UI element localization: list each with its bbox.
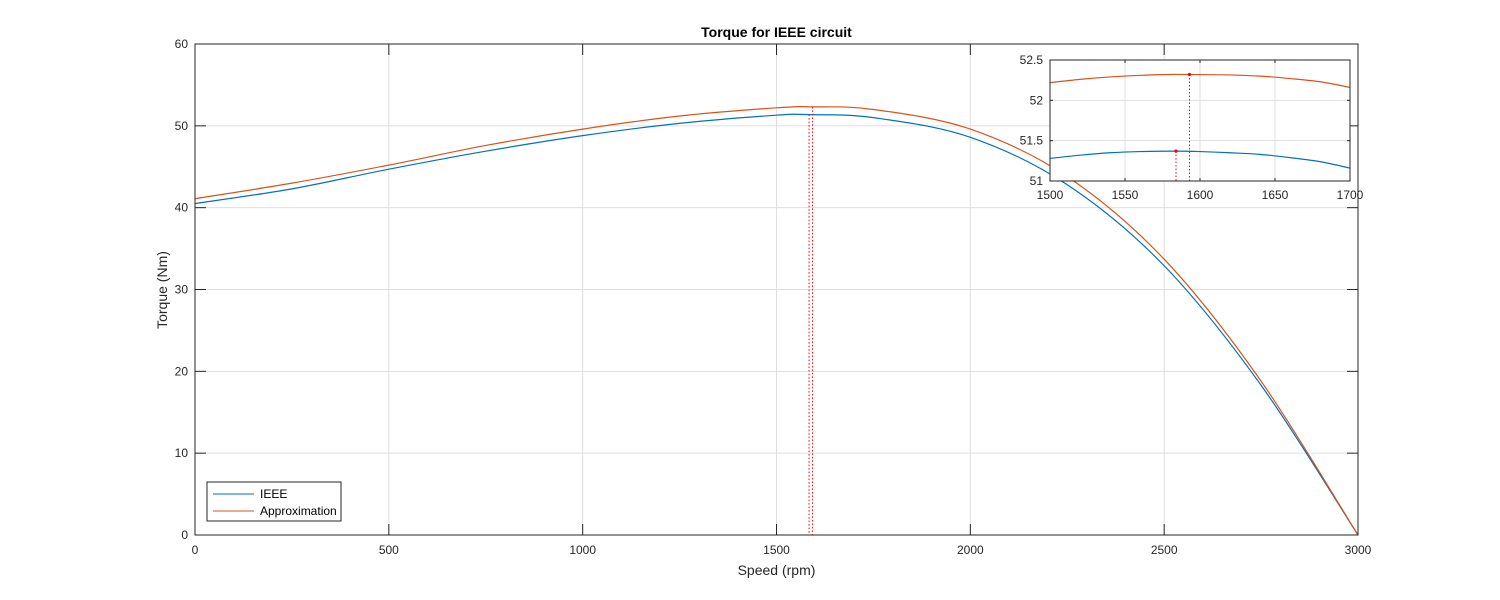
- main-y-tick-label: 10: [175, 446, 189, 460]
- inset-peak-marker-point-approximation: [1187, 72, 1192, 77]
- legend-label-approximation: Approximation: [260, 504, 337, 518]
- x-axis-label: Speed (rpm): [738, 562, 816, 578]
- y-axis-label: Torque (Nm): [154, 251, 170, 329]
- inset-chart: 1500 1550 1600 1650 1700 51 51.5 52 52.5: [1020, 53, 1364, 202]
- main-x-tick-label: 500: [379, 543, 399, 557]
- legend-label-ieee: IEEE: [260, 487, 287, 501]
- inset-y-tick-label: 51: [1030, 174, 1044, 188]
- inset-y-tick-label: 52.5: [1020, 53, 1044, 67]
- main-x-tick-label: 3000: [1345, 543, 1372, 557]
- inset-x-tick-label: 1700: [1337, 188, 1364, 202]
- main-y-tick-label: 40: [175, 201, 189, 215]
- inset-x-tick-label: 1650: [1262, 188, 1289, 202]
- legend: IEEE Approximation: [206, 481, 342, 522]
- main-x-tick-label: 2500: [1151, 543, 1178, 557]
- main-x-tick-label: 1500: [763, 543, 790, 557]
- inset-x-tick-label: 1500: [1037, 188, 1064, 202]
- main-ticks: 0 500 1000 1500 2000 2500 3000 0 10 20 30 40 50 60: [175, 37, 1372, 557]
- main-x-tick-label: 1000: [569, 543, 596, 557]
- main-y-tick-label: 30: [175, 283, 189, 297]
- inset-x-tick-label: 1600: [1187, 188, 1214, 202]
- legend-box: [206, 481, 342, 522]
- inset-markers: [1174, 72, 1192, 181]
- main-markers: [808, 106, 814, 535]
- inset-ticks: 1500 1550 1600 1650 1700 51 51.5 52 52.5: [1020, 53, 1364, 202]
- main-y-tick-label: 50: [175, 119, 189, 133]
- main-x-tick-label: 0: [192, 543, 199, 557]
- inset-y-tick-label: 52: [1030, 93, 1044, 107]
- main-y-tick-label: 60: [175, 37, 189, 51]
- inset-series-line-ieee: [1050, 150, 1350, 169]
- main-y-tick-label: 20: [175, 364, 189, 378]
- main-x-tick-label: 2000: [957, 543, 984, 557]
- inset-x-tick-label: 1550: [1112, 188, 1139, 202]
- inset-y-tick-label: 51.5: [1020, 134, 1044, 148]
- inset-peak-marker-point-ieee: [1174, 149, 1178, 153]
- main-chart-title: Torque for IEEE circuit: [701, 24, 852, 40]
- main-y-tick-label: 0: [181, 528, 188, 542]
- main-series-line-ieee: [195, 113, 1358, 535]
